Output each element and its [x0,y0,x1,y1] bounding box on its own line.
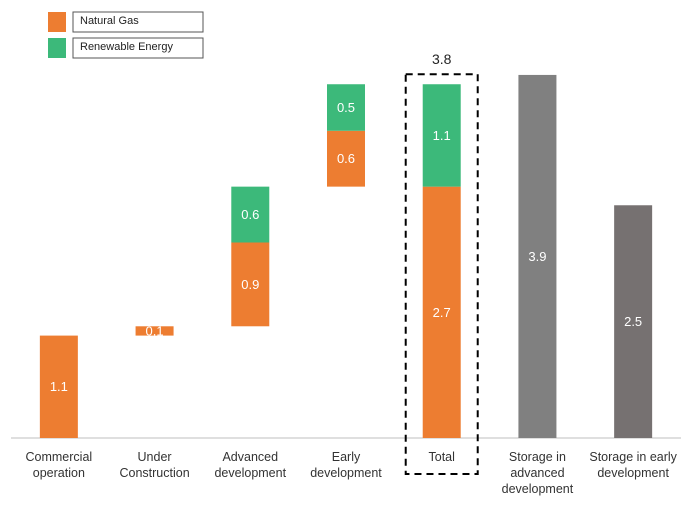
x-tick-label: Advanced development [214,450,287,480]
value-label: 2.5 [624,314,642,329]
bar [327,84,365,131]
bar [231,186,270,243]
value-label: 1.1 [50,379,68,394]
value-label: 2.7 [433,305,451,320]
bar [422,84,461,187]
bar [422,186,461,438]
value-label: 0.5 [337,100,355,115]
value-label: 0.1 [146,323,164,338]
x-tick-label: Total [428,450,455,464]
legend-label: Renewable Energy [80,41,173,53]
x-tick-label: Storage in early development [589,450,677,480]
total-label: 3.8 [432,51,452,67]
value-label: 3.9 [528,249,546,264]
x-tick-label: Under Construction [119,450,190,480]
total-box [404,73,479,475]
value-label: 0.6 [241,207,259,222]
bar [135,326,174,336]
x-tick-label: Storage in advanced development [501,450,574,496]
bar [231,242,270,327]
legend-box [72,11,204,33]
legend-label: Natural Gas [80,15,139,27]
x-tick-label: Early development [310,450,382,480]
bar [327,130,365,187]
value-label: 1.1 [433,128,451,143]
legend-swatch [48,12,66,32]
legend-swatch [48,38,66,58]
value-label: 0.6 [337,151,355,166]
legend-box [72,37,204,59]
bar [518,74,557,438]
value-label: 0.9 [241,277,259,292]
bar [614,205,653,438]
x-tick-label: Commercial operation [25,450,93,480]
bar [39,335,78,438]
